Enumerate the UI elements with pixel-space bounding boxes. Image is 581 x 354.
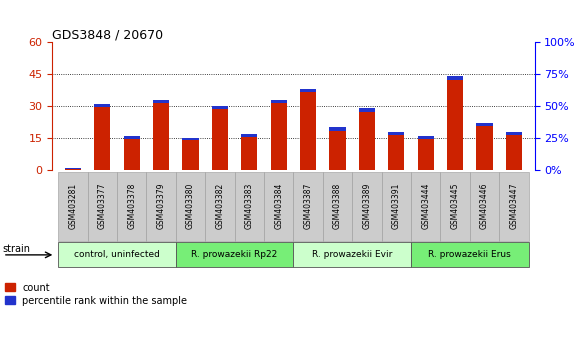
Bar <box>388 132 404 135</box>
Bar <box>418 136 434 139</box>
Text: GSM403379: GSM403379 <box>157 183 166 229</box>
Bar <box>300 89 316 92</box>
Text: GSM403445: GSM403445 <box>451 183 460 229</box>
Text: GSM403378: GSM403378 <box>127 183 136 229</box>
Bar <box>65 168 81 169</box>
Bar <box>124 136 140 139</box>
Text: GDS3848 / 20670: GDS3848 / 20670 <box>52 28 163 41</box>
Bar <box>241 134 257 137</box>
Text: control, uninfected: control, uninfected <box>74 250 160 259</box>
Text: GSM403388: GSM403388 <box>333 183 342 229</box>
Bar <box>124 136 140 170</box>
Bar <box>329 127 346 131</box>
Text: GSM403384: GSM403384 <box>274 183 283 229</box>
Text: GSM403389: GSM403389 <box>363 183 371 229</box>
Text: GSM403446: GSM403446 <box>480 183 489 229</box>
Bar <box>476 123 493 170</box>
Bar <box>94 104 110 170</box>
Text: GSM403281: GSM403281 <box>69 183 77 229</box>
Bar <box>65 168 81 170</box>
Text: strain: strain <box>3 244 31 253</box>
Bar <box>506 132 522 135</box>
Text: R. prowazekii Rp22: R. prowazekii Rp22 <box>192 250 278 259</box>
Bar <box>476 123 493 126</box>
Bar <box>182 138 199 170</box>
Bar <box>506 132 522 170</box>
Bar <box>359 108 375 170</box>
Text: R. prowazekii Erus: R. prowazekii Erus <box>428 250 511 259</box>
Text: GSM403447: GSM403447 <box>510 183 518 229</box>
Bar <box>212 106 228 170</box>
Text: GSM403391: GSM403391 <box>392 183 401 229</box>
Bar <box>388 132 404 170</box>
Text: R. prowazekii Evir: R. prowazekii Evir <box>312 250 392 259</box>
Legend: count, percentile rank within the sample: count, percentile rank within the sample <box>5 283 187 306</box>
Text: GSM403387: GSM403387 <box>304 183 313 229</box>
Bar <box>447 76 463 170</box>
Bar <box>271 100 287 170</box>
Text: GSM403382: GSM403382 <box>216 183 224 229</box>
Text: GSM403444: GSM403444 <box>421 183 430 229</box>
Bar <box>94 104 110 107</box>
Bar <box>271 100 287 103</box>
Bar <box>241 134 257 170</box>
Bar <box>329 127 346 170</box>
Bar <box>447 76 463 80</box>
Text: GSM403377: GSM403377 <box>98 183 107 229</box>
Bar <box>359 108 375 112</box>
Bar <box>212 106 228 109</box>
Bar <box>418 136 434 170</box>
Bar <box>300 89 316 170</box>
Text: GSM403383: GSM403383 <box>245 183 254 229</box>
Bar <box>153 100 169 170</box>
Bar <box>182 138 199 140</box>
Bar <box>153 100 169 103</box>
Text: GSM403380: GSM403380 <box>186 183 195 229</box>
